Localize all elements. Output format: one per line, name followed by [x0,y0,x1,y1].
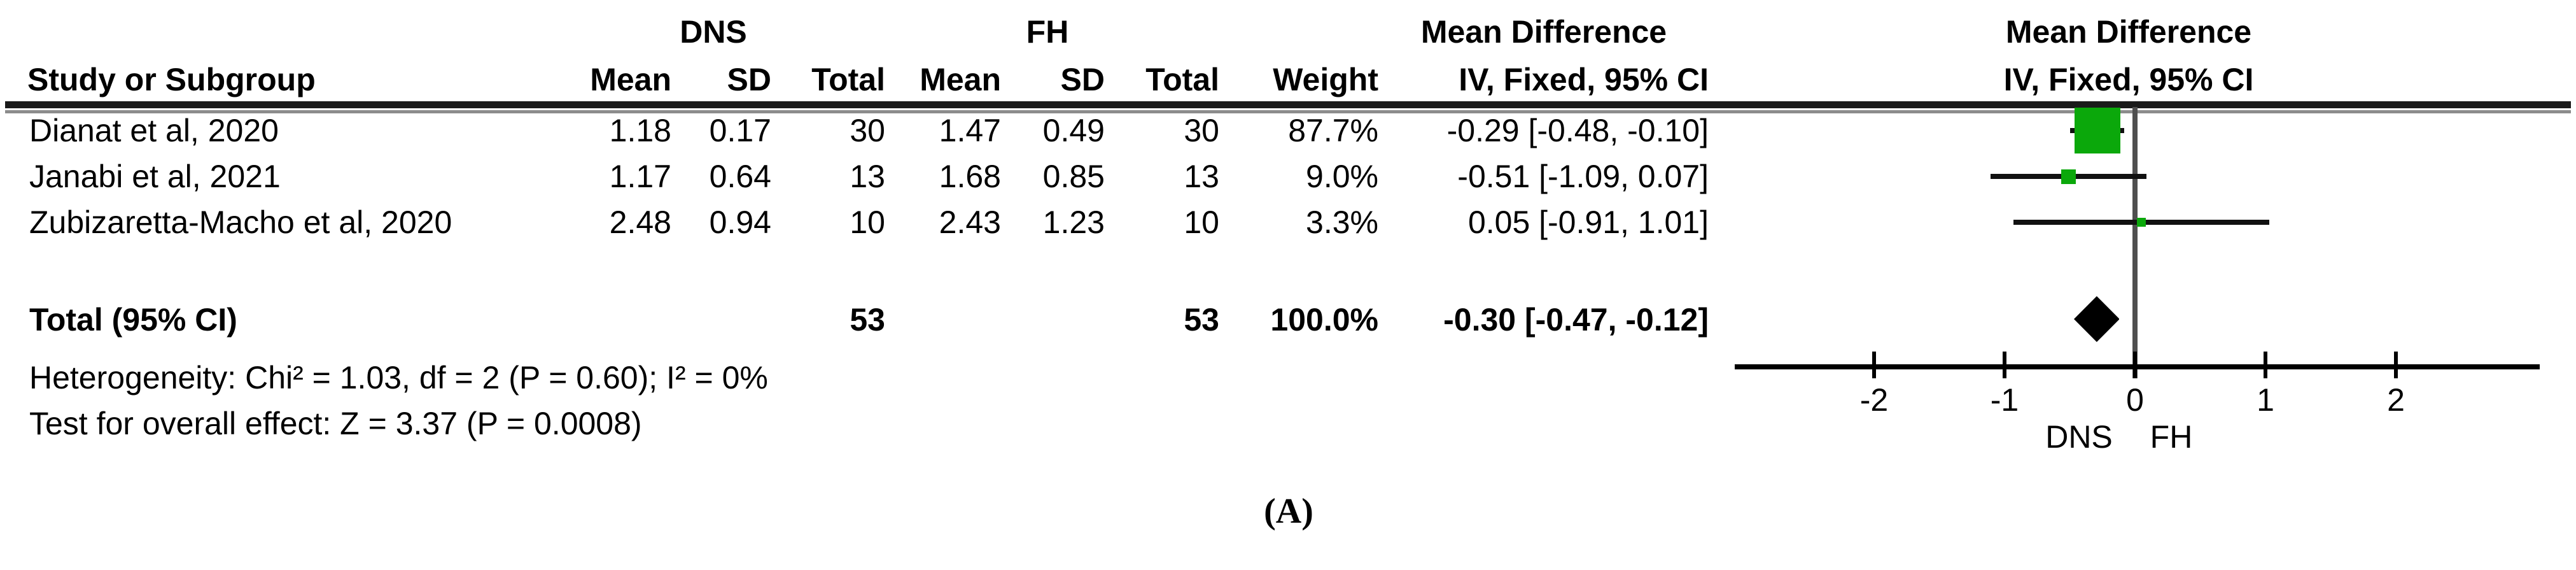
heterogeneity-note: Heterogeneity: Chi² = 1.03, df = 2 (P = … [29,360,768,395]
axis-tick-label: 2 [2387,382,2405,418]
axis-tick-label: -1 [1990,382,2019,418]
study-mean1: 2.48 [609,204,671,240]
study-total2: 30 [1184,113,1219,148]
axis-tick [1872,352,1876,378]
study-name: Janabi et al, 2021 [29,159,281,194]
mean1-column-header: Mean [590,62,671,97]
study-total2: 10 [1184,204,1219,240]
axis-tick [2133,352,2137,378]
study-sd2: 0.49 [1042,113,1105,148]
md-column-header: Mean Difference [1420,14,1667,50]
effect-square [2075,108,2120,153]
study-mean1: 1.17 [609,159,671,194]
total-weight: 100.0% [1270,302,1378,338]
study-mean2: 2.43 [939,204,1001,240]
study-total1: 10 [850,204,885,240]
x-axis [1735,364,2540,369]
study-name: Zubizaretta-Macho et al, 2020 [29,204,452,240]
graph-header-line2: IV, Fixed, 95% CI [2003,62,2254,97]
panel-label: (A) [1264,492,1313,531]
axis-tick-label: 1 [2257,382,2274,418]
group1-header: DNS [680,14,747,50]
study-weight: 87.7% [1288,113,1378,148]
group2-header: FH [1026,14,1069,50]
study-ci-text: -0.29 [-0.48, -0.10] [1446,113,1709,148]
axis-tick-label: -2 [1859,382,1889,418]
study-total2: 13 [1184,159,1219,194]
total-n2: 53 [1184,302,1219,338]
study-sd2: 1.23 [1042,204,1105,240]
study-sd1: 0.17 [709,113,771,148]
effect-square [2137,218,2146,227]
study-column-header: Study or Subgroup [27,62,316,97]
study-mean2: 1.68 [939,159,1001,194]
sd1-column-header: SD [727,62,771,97]
axis-tick [2394,352,2398,378]
weight-column-header: Weight [1273,62,1378,97]
study-sd2: 0.85 [1042,159,1105,194]
total-label: Total (95% CI) [29,302,237,338]
study-sd1: 0.94 [709,204,771,240]
axis-tick-label: 0 [2126,382,2144,418]
mean2-column-header: Mean [920,62,1001,97]
study-ci-text: 0.05 [-0.91, 1.01] [1467,204,1709,240]
pooled-diamond [2073,296,2120,342]
header-rule-shadow [5,110,2571,113]
sd2-column-header: SD [1060,62,1105,97]
zero-effect-line [2132,107,2138,378]
overall-effect-note: Test for overall effect: Z = 3.37 (P = 0… [29,406,642,441]
total-ci-text: -0.30 [-0.47, -0.12] [1443,302,1709,338]
total-n1: 53 [850,302,885,338]
effect-square [2061,169,2076,184]
study-name: Dianat et al, 2020 [29,113,279,148]
study-mean2: 1.47 [939,113,1001,148]
axis-label-left: DNS [2045,419,2113,455]
iv-column-header: IV, Fixed, 95% CI [1459,62,1709,97]
study-mean1: 1.18 [609,113,671,148]
axis-label-right: FH [2150,419,2193,455]
total1-column-header: Total [811,62,885,97]
diamond-shape [2073,296,2120,342]
study-total1: 13 [850,159,885,194]
study-weight: 3.3% [1306,204,1378,240]
total2-column-header: Total [1145,62,1219,97]
header-rule [5,101,2571,108]
study-total1: 30 [850,113,885,148]
study-weight: 9.0% [1306,159,1378,194]
axis-tick [2003,352,2006,378]
graph-header-line1: Mean Difference [2005,14,2252,50]
study-ci-text: -0.51 [-1.09, 0.07] [1457,159,1709,194]
study-sd1: 0.64 [709,159,771,194]
axis-tick [2264,352,2267,378]
